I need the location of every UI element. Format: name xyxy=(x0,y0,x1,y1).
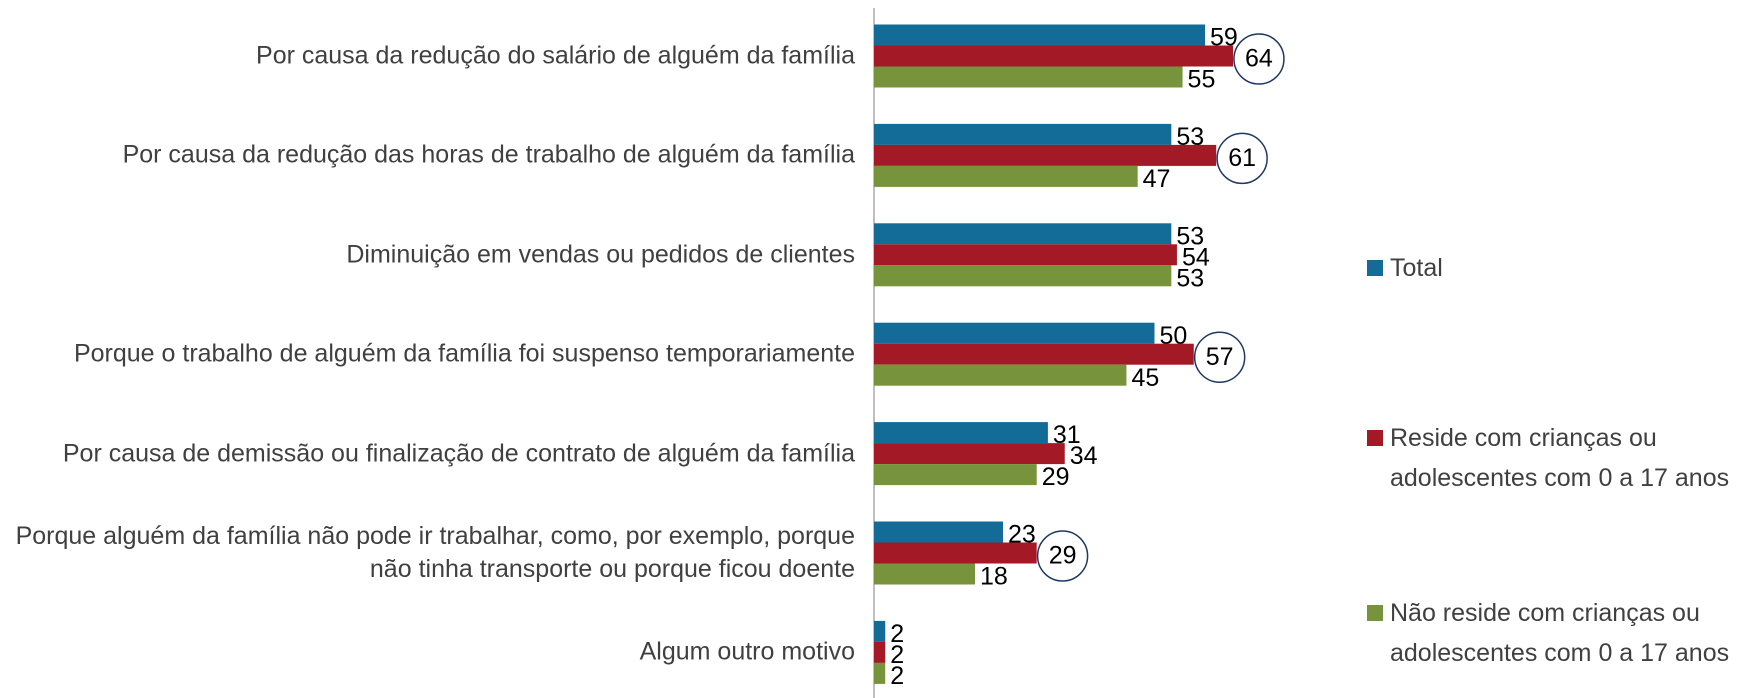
bar xyxy=(874,364,1127,386)
legend-label: Reside com crianças ou adolescentes com … xyxy=(1390,424,1730,492)
data-label: 45 xyxy=(1131,364,1159,392)
highlight-circle xyxy=(1193,331,1246,383)
data-label: 2 xyxy=(890,662,904,690)
bar xyxy=(874,641,886,663)
category-label: Por causa de demissão ou finalização de … xyxy=(62,439,855,468)
data-label: 54 xyxy=(1182,243,1210,271)
legend-label: Não reside com crianças ou adolescentes … xyxy=(1390,599,1730,667)
bar xyxy=(874,66,1183,88)
bar xyxy=(874,223,1172,245)
legend-swatch xyxy=(1367,605,1383,621)
data-label: 29 xyxy=(1042,463,1070,491)
data-label: 53 xyxy=(1176,222,1204,250)
bar xyxy=(874,244,1177,266)
legend-label: Total xyxy=(1390,254,1443,282)
category-label: Diminuição em vendas ou pedidos de clien… xyxy=(346,240,855,269)
highlight-circle xyxy=(1233,33,1285,85)
data-label: 61 xyxy=(1228,144,1256,172)
bar xyxy=(874,521,1004,543)
category-label: Algum outro motivo xyxy=(639,637,855,666)
data-label: 57 xyxy=(1206,343,1234,371)
category-label: Porque o trabalho de alguém da família f… xyxy=(73,339,855,368)
bar xyxy=(874,24,1205,46)
bar xyxy=(874,662,886,684)
data-label: 18 xyxy=(980,563,1008,591)
bar xyxy=(874,620,886,642)
legend-swatch xyxy=(1367,430,1383,446)
data-label: 2 xyxy=(890,641,904,669)
category-label: Por causa da redução das horas de trabal… xyxy=(122,140,855,169)
category-label: Por causa da redução do salário de algué… xyxy=(256,41,855,70)
bar xyxy=(874,45,1234,67)
bar xyxy=(874,343,1194,365)
bar xyxy=(874,563,975,585)
highlight-circle xyxy=(1036,530,1089,582)
bar xyxy=(874,443,1065,465)
data-label: 2 xyxy=(890,620,904,648)
data-label: 55 xyxy=(1188,66,1216,94)
legend-swatch xyxy=(1367,260,1383,276)
bar xyxy=(874,322,1155,344)
highlight-circle xyxy=(1216,132,1268,185)
bar xyxy=(874,123,1172,145)
bar xyxy=(874,165,1138,187)
category-label: Porque alguém da família não pode ir tra… xyxy=(15,522,855,583)
bar xyxy=(874,144,1217,166)
data-label: 53 xyxy=(1176,264,1204,292)
bar xyxy=(874,265,1172,287)
data-label: 47 xyxy=(1143,165,1171,193)
bar xyxy=(874,464,1037,486)
bar xyxy=(874,422,1048,444)
bar xyxy=(874,542,1037,564)
data-label: 34 xyxy=(1070,442,1098,470)
data-label: 64 xyxy=(1245,45,1273,73)
data-label: 29 xyxy=(1049,542,1077,570)
